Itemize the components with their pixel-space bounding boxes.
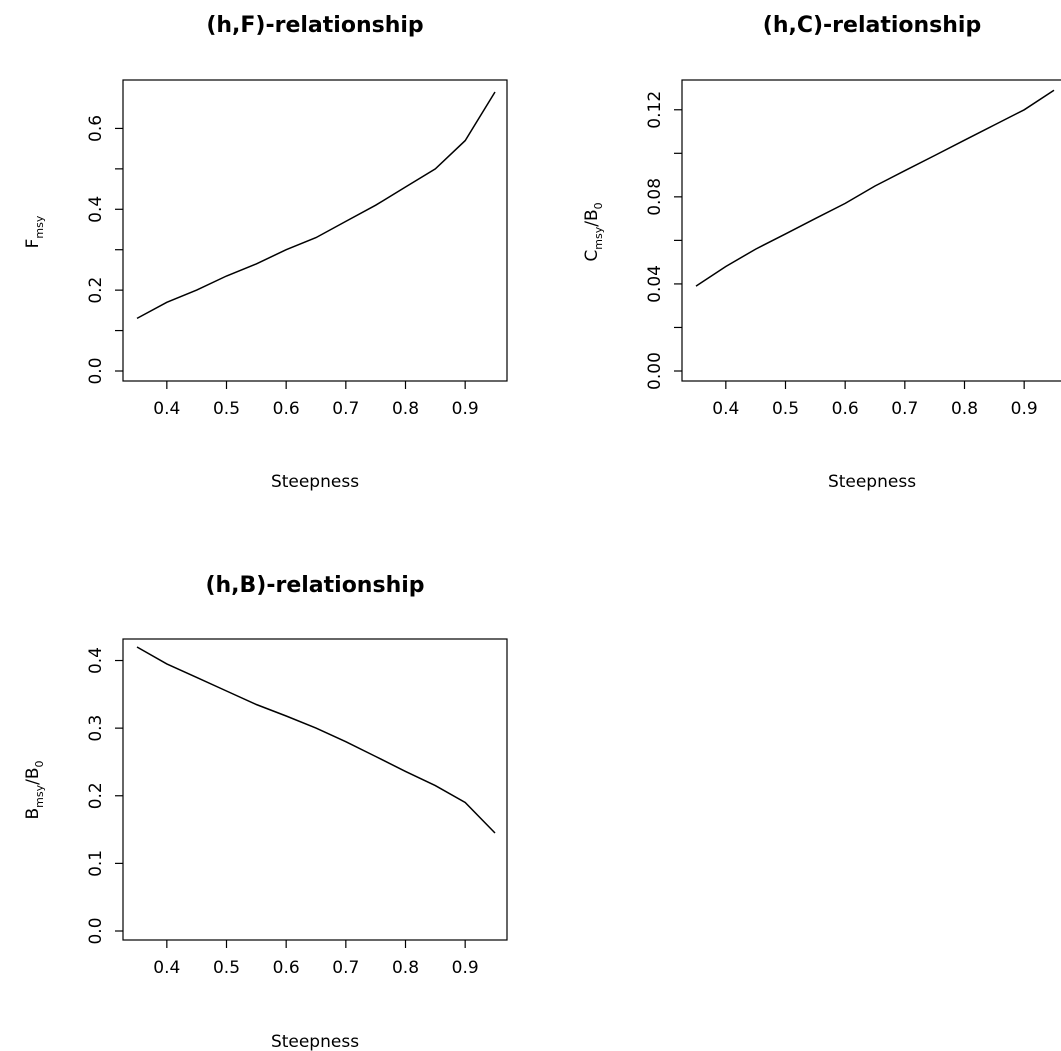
panel-h-b: (h,B)-relationship 0.4 0.5 0.6 0.7 0.8 0.9 0.… xyxy=(23,573,508,1051)
y-label-main2: B xyxy=(582,209,602,221)
y-tick-label: 0.3 xyxy=(86,715,106,742)
y-label-slash: / xyxy=(582,221,602,227)
y-axis-label: Cmsy/B0 xyxy=(582,202,605,261)
x-tick-label: 0.5 xyxy=(213,958,240,978)
y-tick-label: 0.2 xyxy=(86,782,106,809)
x-tick-label: 0.7 xyxy=(891,399,918,419)
panel-h-c: (h,C)-relationship 0.4 0.5 0.6 0.7 0.8 0.9 0.… xyxy=(582,13,1061,492)
x-axis-label: Steepness xyxy=(828,472,916,492)
y-label-main: C xyxy=(582,250,602,262)
y-label-main: B xyxy=(23,808,43,820)
y-label-slash: / xyxy=(23,779,43,785)
panel-h-f: (h,F)-relationship 0.4 0.5 0.6 0.7 0.8 0.9 0.… xyxy=(23,13,508,492)
x-tick-label: 0.4 xyxy=(712,399,739,419)
y-tick-label: 0.12 xyxy=(645,91,665,129)
y-tick-label: 0.2 xyxy=(86,277,106,304)
x-tick-label: 0.4 xyxy=(153,399,180,419)
y-tick-label: 0.04 xyxy=(645,265,665,303)
x-axis-label: Steepness xyxy=(271,1032,359,1051)
x-tick-label: 0.4 xyxy=(153,958,180,978)
chart-title: (h,F)-relationship xyxy=(206,13,423,38)
y-tick-label: 0.00 xyxy=(645,352,665,390)
y-tick-label: 0.1 xyxy=(86,850,106,877)
y-label-sub2: 0 xyxy=(592,202,605,209)
y-label-main2: B xyxy=(23,767,43,779)
series-line xyxy=(136,91,496,320)
x-tick-label: 0.6 xyxy=(273,958,300,978)
chart-title: (h,C)-relationship xyxy=(763,13,981,38)
y-label-main: F xyxy=(23,239,43,249)
x-tick-label: 0.7 xyxy=(332,399,359,419)
x-tick-label: 0.5 xyxy=(213,399,240,419)
x-axis: 0.4 0.5 0.6 0.7 0.8 0.9 xyxy=(153,381,479,419)
series-group xyxy=(136,646,496,834)
plot-frame xyxy=(122,638,508,941)
y-axis: 0.00 0.04 0.08 0.12 xyxy=(645,91,682,390)
y-tick-label: 0.6 xyxy=(86,115,106,142)
y-label-sub: msy xyxy=(592,226,605,249)
y-axis: 0.0 0.1 0.2 0.3 0.4 xyxy=(86,647,123,945)
y-tick-label: 0.08 xyxy=(645,178,665,216)
x-axis: 0.4 0.5 0.6 0.7 0.8 0.9 xyxy=(712,381,1038,419)
x-tick-label: 0.5 xyxy=(772,399,799,419)
plot-frame xyxy=(122,79,508,382)
series-line xyxy=(695,89,1055,287)
chart-title: (h,B)-relationship xyxy=(205,573,424,598)
x-tick-label: 0.8 xyxy=(951,399,978,419)
x-tick-label: 0.9 xyxy=(452,958,479,978)
series-group xyxy=(695,89,1055,287)
series-line xyxy=(136,646,496,834)
x-axis-label: Steepness xyxy=(271,472,359,492)
plot-frame xyxy=(681,79,1061,382)
y-tick-label: 0.4 xyxy=(86,647,106,674)
y-label-sub: msy xyxy=(33,215,46,238)
series-group xyxy=(136,91,496,320)
x-tick-label: 0.6 xyxy=(832,399,859,419)
x-tick-label: 0.9 xyxy=(1011,399,1038,419)
x-tick-label: 0.9 xyxy=(452,399,479,419)
y-label-sub: msy xyxy=(33,784,46,807)
y-tick-label: 0.0 xyxy=(86,357,106,384)
y-tick-label: 0.0 xyxy=(86,917,106,944)
y-axis-label: Bmsy/B0 xyxy=(23,760,46,819)
x-tick-label: 0.8 xyxy=(392,399,419,419)
y-label-sub2: 0 xyxy=(33,760,46,767)
y-axis: 0.0 0.2 0.4 0.6 xyxy=(86,115,123,385)
x-tick-label: 0.7 xyxy=(332,958,359,978)
x-tick-label: 0.8 xyxy=(392,958,419,978)
y-tick-label: 0.4 xyxy=(86,196,106,223)
x-axis: 0.4 0.5 0.6 0.7 0.8 0.9 xyxy=(153,940,479,978)
x-tick-label: 0.6 xyxy=(273,399,300,419)
y-axis-label: Fmsy xyxy=(23,215,46,248)
